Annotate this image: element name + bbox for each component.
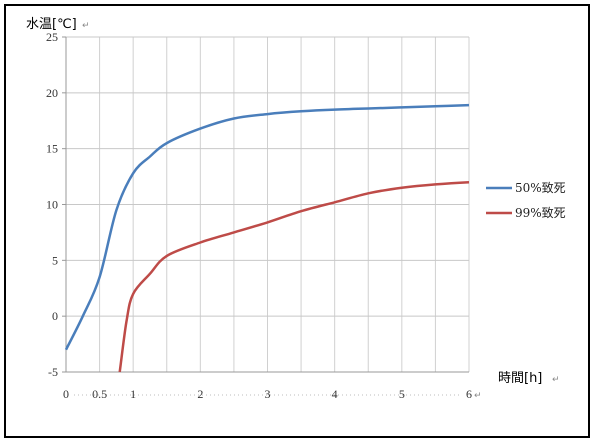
y-axis-label: 水温[℃] [26,17,77,32]
y-tick-label: 10 [46,198,58,212]
legend: 50%致死 99%致死 [486,181,566,220]
x-tick-label: 0.5 [92,387,107,401]
axes [62,36,469,373]
x-tick-label: 1 [130,387,136,401]
grid-lines [66,36,470,373]
y-tick-label: 5 [52,253,58,267]
y-axis-label-return-mark: ↵ [82,21,90,31]
x-tick-return-mark: ↵ [474,391,482,401]
legend-label-99: 99%致死 [515,206,566,220]
x-tick-label: 5 [399,387,405,401]
x-tick-label: 3 [265,387,271,401]
legend-label-50: 50%致死 [515,181,566,195]
y-tick-label: 0 [52,309,58,323]
x-axis-label: 時間[h] [498,371,542,386]
series-line-50-percent-lethal [64,103,470,351]
y-tick-label: 25 [46,30,58,44]
x-tick-labels: 0 0.5 1 2 3 4 5 6 ↵ [63,387,482,401]
y-tick-label: 15 [46,142,58,156]
x-axis-label-return-mark: ↵ [552,375,560,385]
series-line-99-percent-lethal [118,180,470,373]
x-tick-label: 4 [332,387,338,401]
y-tick-label: 20 [46,86,58,100]
data-series [64,103,470,373]
x-tick-label: 6 [466,387,472,401]
y-tick-label: -5 [48,365,58,379]
chart-frame [4,4,590,438]
y-tick-labels: -5 0 5 10 15 20 25 [46,30,58,379]
x-tick-label: 2 [197,387,203,401]
x-tick-label: 0 [63,387,69,401]
